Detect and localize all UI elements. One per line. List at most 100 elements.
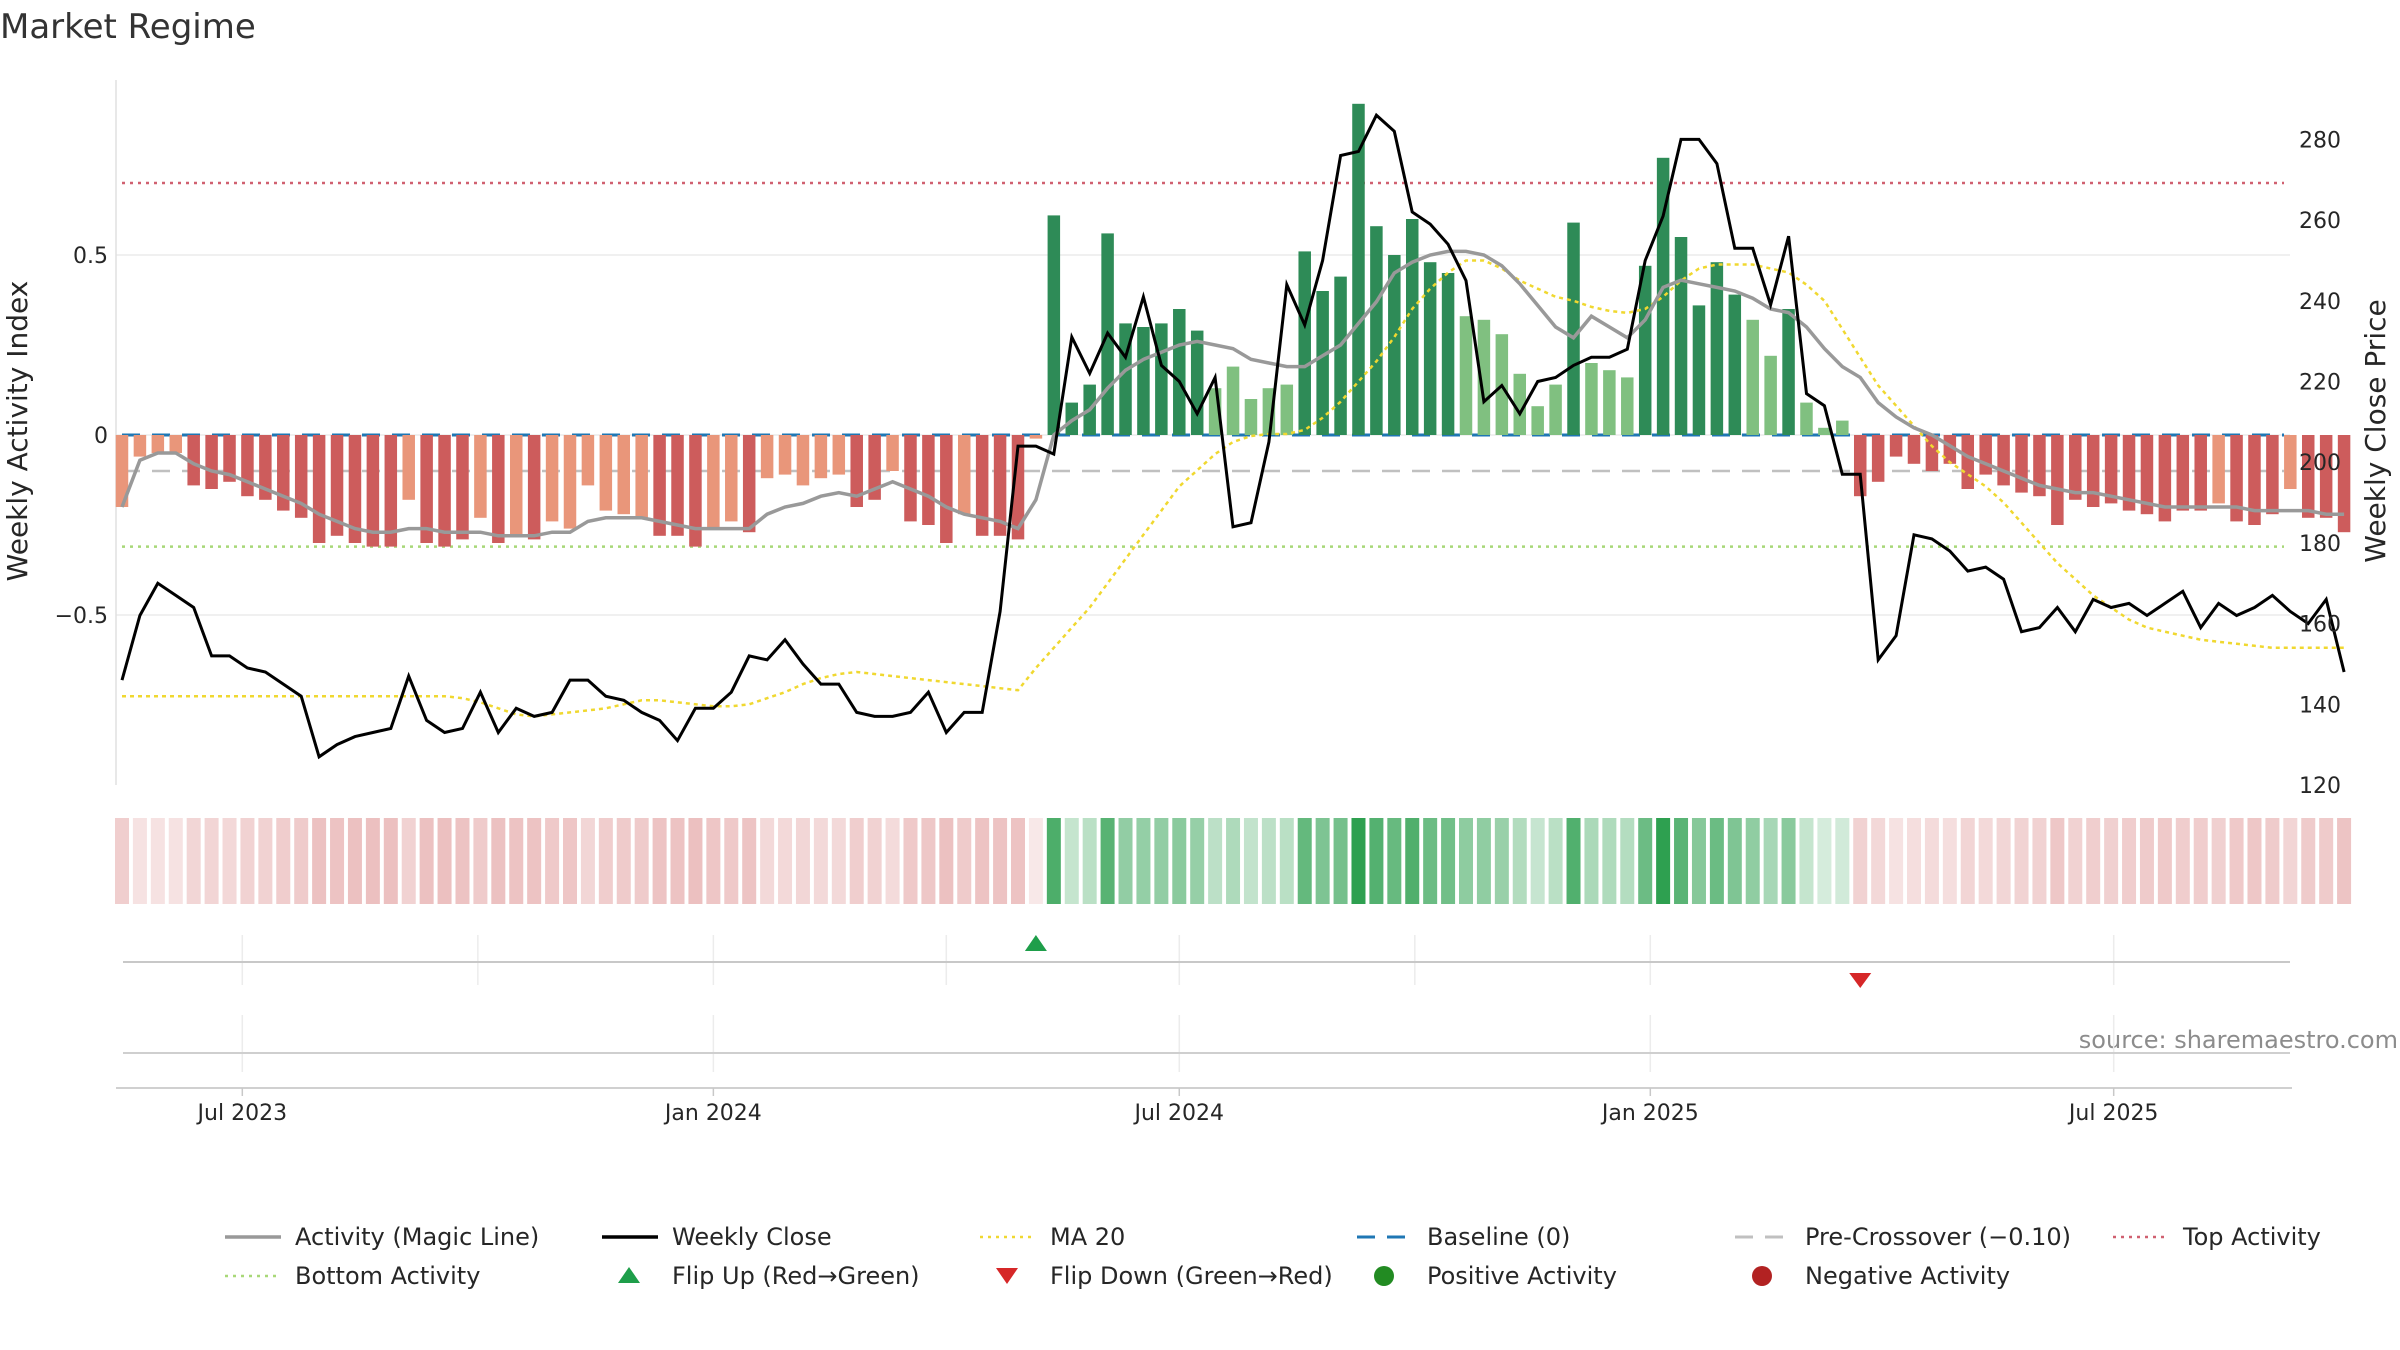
legend-item: Flip Up (Red→Green) xyxy=(618,1262,920,1290)
activity-bar xyxy=(330,435,344,536)
left-axis-tick-label: −0.5 xyxy=(55,604,108,629)
activity-bar xyxy=(1818,427,1831,435)
regime-strip-cell xyxy=(1638,818,1653,904)
activity-bar xyxy=(689,435,702,547)
activity-bar xyxy=(1638,265,1652,435)
regime-strip-cell xyxy=(2265,818,2280,904)
regime-strip-cell xyxy=(849,818,864,904)
regime-strip-cell xyxy=(1118,818,1133,904)
x-axis-tick-label: Jul 2024 xyxy=(1133,1101,1225,1126)
right-axis-tick-label: 220 xyxy=(2299,371,2341,396)
right-axis-tick-label: 240 xyxy=(2299,290,2341,315)
regime-strip-cell xyxy=(724,818,739,904)
activity-bar xyxy=(940,435,953,543)
activity-bar xyxy=(1423,262,1437,435)
legend-label: Positive Activity xyxy=(1427,1262,1617,1290)
activity-bar xyxy=(527,435,541,540)
activity-bar xyxy=(1477,319,1491,435)
regime-strip-cell xyxy=(2337,818,2352,904)
activity-bar xyxy=(348,435,362,543)
regime-strip-cell xyxy=(652,818,667,904)
activity-bar xyxy=(742,435,756,533)
regime-strip-cell xyxy=(563,818,577,904)
activity-bar xyxy=(366,435,380,547)
regime-strip-cell xyxy=(1243,818,1258,904)
x-axis-tick-label: Jul 2023 xyxy=(196,1101,288,1126)
activity-bar xyxy=(975,435,989,536)
regime-strip-cell xyxy=(1835,818,1850,904)
regime-strip-cell xyxy=(1082,818,1097,904)
regime-strip-cell xyxy=(276,818,291,904)
regime-strip-cell xyxy=(921,818,936,904)
activity-bar xyxy=(1244,399,1258,435)
regime-strip-cell xyxy=(1781,818,1796,904)
regime-strip-cell xyxy=(795,818,810,904)
regime-strip-cell xyxy=(1889,818,1904,904)
regime-strip-cell xyxy=(1226,818,1241,904)
activity-bar xyxy=(1800,402,1813,435)
activity-bar xyxy=(993,435,1007,536)
regime-strip-cell xyxy=(401,818,416,904)
regime-strip-cell xyxy=(509,818,524,904)
regime-strip-cell xyxy=(330,818,345,904)
right-axis-tick-label: 260 xyxy=(2299,209,2341,234)
regime-strip-cell xyxy=(1763,818,1778,904)
legend-label: Bottom Activity xyxy=(295,1262,480,1290)
regime-strip-cell xyxy=(2104,818,2119,904)
regime-strip-cell xyxy=(240,818,255,904)
activity-bar xyxy=(2266,435,2279,515)
activity-bar xyxy=(1549,384,1562,435)
activity-bar xyxy=(796,435,810,486)
activity-bar xyxy=(1280,384,1294,435)
regime-strip-cell xyxy=(1136,818,1151,904)
activity-bar xyxy=(778,435,792,475)
activity-bar xyxy=(814,435,828,479)
activity-bar xyxy=(1226,366,1240,435)
activity-bar xyxy=(760,435,774,479)
regime-strip-cell xyxy=(419,818,434,904)
legend-item: Bottom Activity xyxy=(225,1262,480,1290)
activity-bar xyxy=(312,435,326,543)
activity-bar xyxy=(2301,435,2315,518)
activity-bar xyxy=(2176,435,2190,511)
activity-bar xyxy=(2015,435,2028,493)
regime-strip-cell xyxy=(2122,818,2137,904)
activity-bar xyxy=(1997,435,2010,486)
legend-label: Top Activity xyxy=(2182,1223,2321,1251)
activity-bar xyxy=(868,435,881,500)
legend-item: Pre-Crossover (−0.10) xyxy=(1735,1223,2071,1251)
activity-bar xyxy=(509,435,523,536)
legend-label: Flip Up (Red→Green) xyxy=(672,1262,920,1290)
activity-bar xyxy=(581,435,595,486)
legend-swatch-dot xyxy=(1374,1266,1394,1286)
activity-bar xyxy=(1871,435,1885,482)
activity-bar xyxy=(2051,435,2064,525)
activity-bar xyxy=(832,435,846,475)
regime-strip-cell xyxy=(1745,818,1760,904)
legend: Activity (Magic Line) Weekly Close MA 20 Ba… xyxy=(225,1223,2321,1290)
legend-item: Baseline (0) xyxy=(1357,1223,1570,1251)
regime-strip-cell xyxy=(204,818,219,904)
regime-strip-cell xyxy=(455,818,470,904)
regime-strip-cell xyxy=(1315,818,1330,904)
regime-strip-cell xyxy=(2211,818,2226,904)
activity-bar xyxy=(1531,406,1544,435)
x-axis-tick-label: Jan 2025 xyxy=(1600,1101,1699,1126)
regime-strip-cell xyxy=(903,818,918,904)
axes-layer: −0.5 0 0.5 120 140 160 180 200 220 240 260 280 Jul 2… xyxy=(55,128,2341,1126)
activity-bar xyxy=(438,435,451,547)
activity-bar xyxy=(1029,435,1043,439)
regime-strip-cell xyxy=(957,818,972,904)
regime-strip-cell xyxy=(688,818,703,904)
activity-bar xyxy=(2284,435,2297,489)
activity-bar xyxy=(2337,435,2351,533)
activity-bar xyxy=(617,435,631,515)
regime-strip-cell xyxy=(598,818,613,904)
regime-strip-cell xyxy=(1978,818,1993,904)
regime-strip-cell xyxy=(778,818,793,904)
regime-strip-cell xyxy=(1405,818,1420,904)
right-axis-tick-label: 160 xyxy=(2299,613,2341,638)
activity-bar xyxy=(151,435,165,453)
regime-strip-cell xyxy=(2175,818,2190,904)
regime-strip-cell xyxy=(1423,818,1438,904)
